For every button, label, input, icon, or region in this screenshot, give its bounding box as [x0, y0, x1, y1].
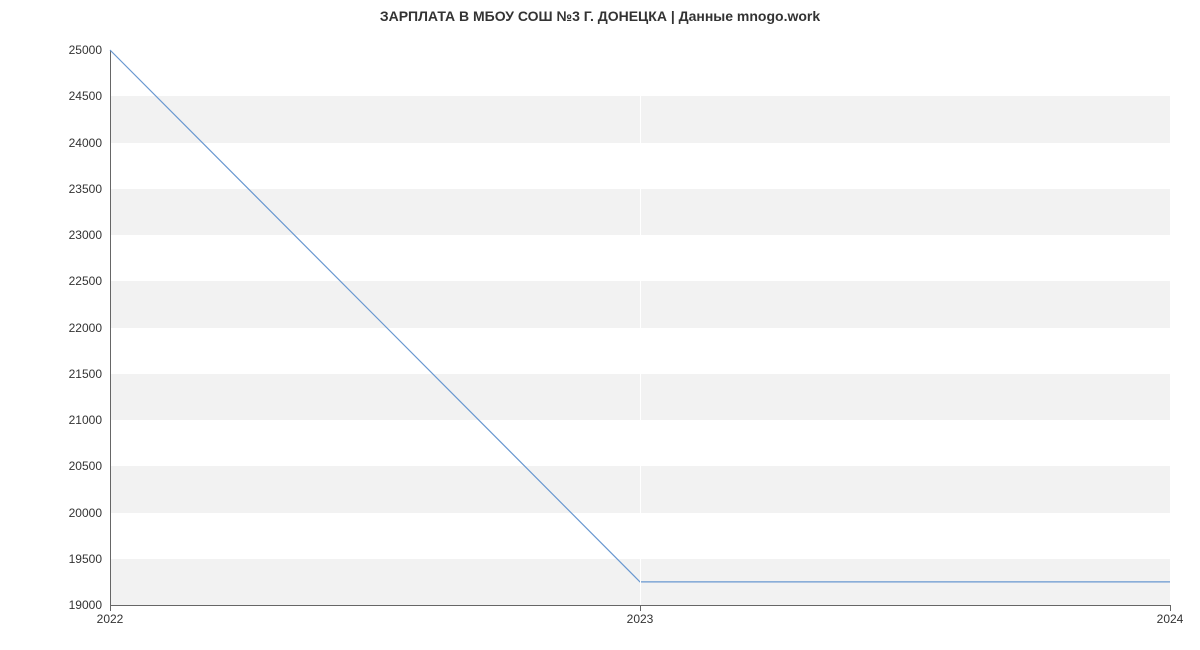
y-axis-tick-label: 19000: [52, 598, 102, 612]
y-axis-tick-label: 23500: [52, 182, 102, 196]
y-axis-tick-label: 24500: [52, 89, 102, 103]
chart-title: ЗАРПЛАТА В МБОУ СОШ №3 Г. ДОНЕЦКА | Данн…: [0, 0, 1200, 28]
y-axis-tick-label: 21500: [52, 367, 102, 381]
x-grid-line: [1170, 50, 1171, 605]
y-axis-tick-label: 19500: [52, 552, 102, 566]
x-tick-mark: [1170, 605, 1171, 611]
y-axis-tick-label: 25000: [52, 43, 102, 57]
chart-container: ЗАРПЛАТА В МБОУ СОШ №3 Г. ДОНЕЦКА | Данн…: [0, 0, 1200, 650]
y-axis-tick-label: 22500: [52, 274, 102, 288]
y-axis-tick-label: 22000: [52, 321, 102, 335]
x-grid-line: [640, 50, 641, 605]
x-axis-tick-label: 2024: [1157, 612, 1184, 626]
y-axis-tick-label: 20000: [52, 506, 102, 520]
y-axis-tick-label: 20500: [52, 459, 102, 473]
y-axis-tick-label: 24000: [52, 136, 102, 150]
x-axis-tick-label: 2022: [97, 612, 124, 626]
x-tick-mark: [640, 605, 641, 611]
y-axis-tick-label: 23000: [52, 228, 102, 242]
x-axis-tick-label: 2023: [627, 612, 654, 626]
x-tick-mark: [110, 605, 111, 611]
y-axis-tick-label: 21000: [52, 413, 102, 427]
